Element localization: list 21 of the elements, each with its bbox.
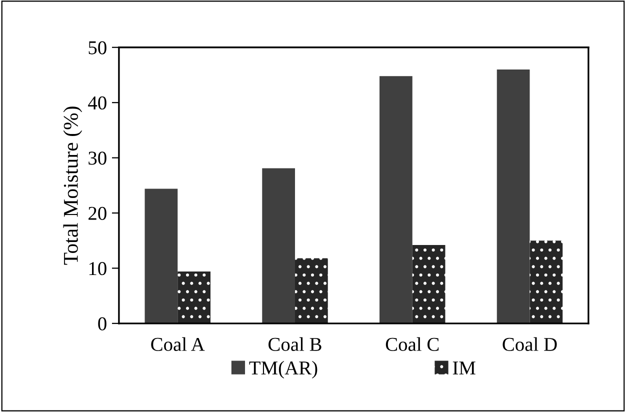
bar bbox=[496, 69, 530, 324]
bar bbox=[178, 272, 210, 324]
y-tick-label: 20 bbox=[88, 206, 106, 220]
y-tick-label: 50 bbox=[88, 41, 106, 54]
bar bbox=[380, 76, 412, 324]
y-tick-label: 10 bbox=[89, 262, 106, 276]
x-tick-label: Coal D bbox=[502, 337, 557, 351]
bar bbox=[295, 258, 328, 324]
x-tick-label: Coal B bbox=[268, 337, 322, 351]
x-tick-label: Coal C bbox=[386, 337, 439, 351]
bar bbox=[262, 168, 296, 324]
y-axis-title: Total Moisture (%) bbox=[63, 106, 82, 265]
y-tick-label: 0 bbox=[98, 317, 106, 330]
y-tick-label: 40 bbox=[88, 96, 106, 110]
bar bbox=[144, 188, 178, 324]
bar bbox=[530, 240, 563, 324]
bar bbox=[412, 245, 446, 324]
legend-label: IM bbox=[452, 362, 476, 374]
y-tick-label: 30 bbox=[88, 152, 106, 165]
legend-label: TM(AR) bbox=[249, 360, 318, 378]
x-tick-label: Coal A bbox=[151, 337, 205, 351]
